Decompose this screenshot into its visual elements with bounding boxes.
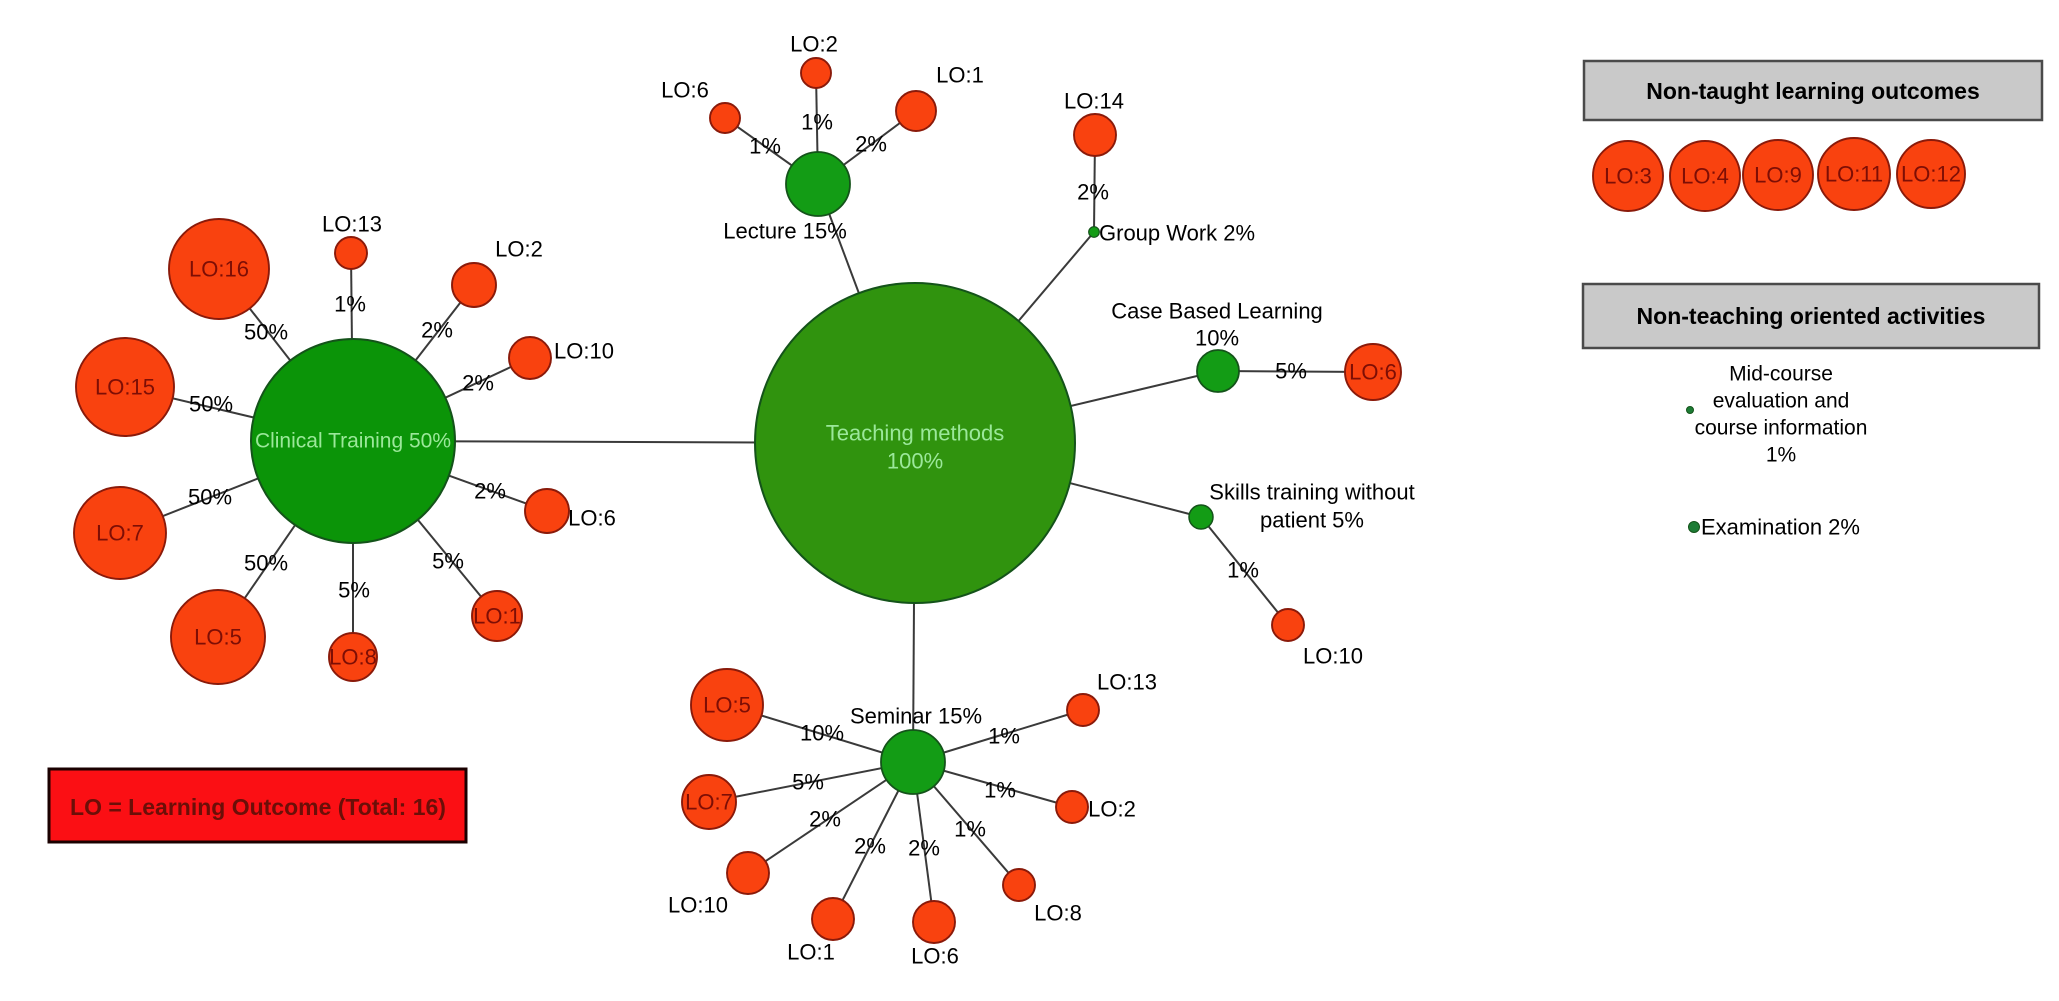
svg-text:100%: 100% [887, 449, 943, 474]
svg-text:Group Work 2%: Group Work 2% [1099, 221, 1255, 246]
svg-text:LO:10: LO:10 [1303, 644, 1363, 669]
svg-text:Clinical Training 50%: Clinical Training 50% [255, 430, 451, 453]
svg-text:LO:1: LO:1 [936, 63, 984, 88]
svg-text:Case Based Learning: Case Based Learning [1111, 299, 1323, 324]
svg-text:LO:5: LO:5 [194, 625, 242, 650]
svg-text:2%: 2% [854, 834, 886, 859]
svg-text:LO:9: LO:9 [1754, 163, 1802, 188]
svg-text:LO:6: LO:6 [1349, 360, 1397, 385]
svg-text:Examination 2%: Examination 2% [1701, 515, 1860, 540]
svg-text:LO:1: LO:1 [473, 604, 521, 629]
svg-text:LO:11: LO:11 [1825, 162, 1883, 187]
svg-text:Mid-course: Mid-course [1729, 363, 1833, 386]
svg-text:2%: 2% [809, 807, 841, 832]
svg-text:LO:8: LO:8 [329, 645, 377, 670]
svg-text:LO:16: LO:16 [189, 257, 249, 282]
svg-text:Non-teaching oriented activiti: Non-teaching oriented activities [1637, 303, 1986, 329]
svg-text:50%: 50% [244, 320, 288, 345]
svg-text:LO:3: LO:3 [1604, 164, 1652, 189]
svg-text:50%: 50% [188, 485, 232, 510]
svg-text:LO:12: LO:12 [1901, 162, 1961, 187]
svg-text:LO:13: LO:13 [322, 212, 382, 237]
svg-text:2%: 2% [474, 479, 506, 504]
svg-text:1%: 1% [954, 817, 986, 842]
svg-text:LO = Learning Outcome (Total:: LO = Learning Outcome (Total: 16) [70, 794, 446, 820]
svg-text:2%: 2% [462, 371, 494, 396]
svg-text:LO:5: LO:5 [703, 693, 751, 718]
svg-text:2%: 2% [1077, 180, 1109, 205]
svg-text:LO:10: LO:10 [554, 339, 614, 364]
svg-text:5%: 5% [1275, 359, 1307, 384]
svg-text:LO:7: LO:7 [96, 521, 144, 546]
svg-text:5%: 5% [432, 549, 464, 574]
svg-text:1%: 1% [1766, 444, 1796, 467]
svg-text:LO:2: LO:2 [495, 237, 543, 262]
svg-text:2%: 2% [908, 836, 940, 861]
svg-text:LO:4: LO:4 [1681, 164, 1729, 189]
svg-text:LO:2: LO:2 [790, 32, 838, 57]
svg-text:LO:1: LO:1 [787, 940, 835, 965]
svg-text:course information: course information [1695, 417, 1868, 440]
svg-text:patient 5%: patient 5% [1260, 508, 1364, 533]
svg-text:LO:15: LO:15 [95, 375, 155, 400]
svg-text:50%: 50% [244, 551, 288, 576]
svg-text:LO:10: LO:10 [668, 893, 728, 918]
svg-text:Lecture 15%: Lecture 15% [723, 219, 847, 244]
svg-text:LO:6: LO:6 [568, 506, 616, 531]
svg-text:5%: 5% [338, 578, 370, 603]
svg-text:1%: 1% [749, 134, 781, 159]
svg-text:LO:6: LO:6 [661, 78, 709, 103]
svg-text:50%: 50% [189, 392, 233, 417]
svg-text:10%: 10% [800, 721, 844, 746]
svg-text:Non-taught learning outcomes: Non-taught learning outcomes [1646, 78, 1980, 104]
svg-text:LO:13: LO:13 [1097, 670, 1157, 695]
svg-text:LO:7: LO:7 [685, 790, 733, 815]
svg-text:LO:14: LO:14 [1064, 89, 1124, 114]
svg-text:1%: 1% [334, 292, 366, 317]
svg-text:Seminar 15%: Seminar 15% [850, 704, 982, 729]
svg-text:1%: 1% [1227, 558, 1259, 583]
svg-text:10%: 10% [1195, 326, 1239, 351]
svg-text:2%: 2% [855, 132, 887, 157]
svg-text:1%: 1% [801, 110, 833, 135]
svg-text:2%: 2% [421, 318, 453, 343]
svg-text:LO:2: LO:2 [1088, 797, 1136, 822]
svg-text:LO:6: LO:6 [911, 944, 959, 969]
svg-text:1%: 1% [984, 778, 1016, 803]
svg-text:Teaching methods: Teaching methods [826, 421, 1005, 446]
svg-text:LO:8: LO:8 [1034, 901, 1082, 926]
svg-text:5%: 5% [792, 770, 824, 795]
svg-text:Skills training without: Skills training without [1209, 480, 1414, 505]
svg-text:1%: 1% [988, 724, 1020, 749]
svg-text:evaluation and: evaluation and [1713, 390, 1850, 413]
